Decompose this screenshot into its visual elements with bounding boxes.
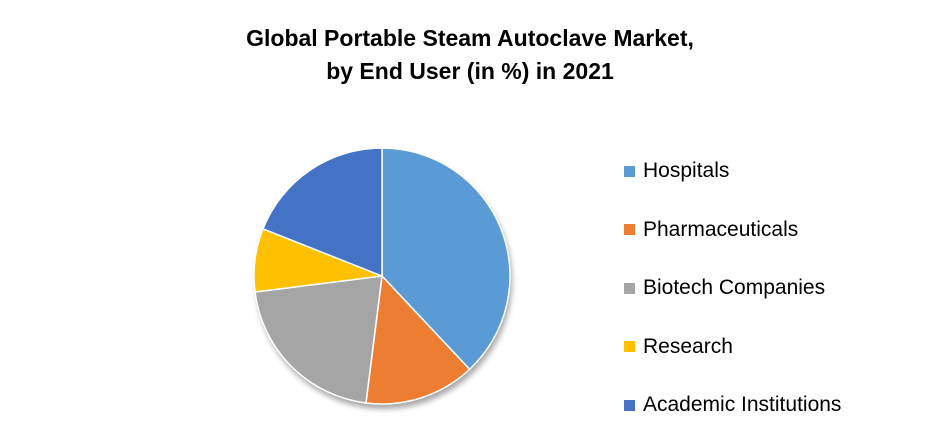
chart-title-line-1: Global Portable Steam Autoclave Market,	[246, 25, 694, 51]
legend-swatch-research	[624, 341, 635, 353]
legend-label-biotech-companies: Biotech Companies	[643, 276, 826, 300]
legend-swatch-academic-institutions	[624, 399, 635, 411]
legend-item-academic-institutions: Academic Institutions	[624, 376, 841, 435]
pie-slice-academic-institutions	[262, 147, 383, 277]
legend-swatch-biotech-companies	[624, 282, 635, 294]
legend-item-hospitals: Hospitals	[624, 142, 841, 201]
chart-legend: Hospitals Pharmaceuticals Biotech Companie…	[624, 142, 841, 435]
chart-title: Global Portable Steam Autoclave Market, …	[0, 22, 940, 88]
legend-swatch-hospitals	[624, 165, 635, 177]
legend-label-pharmaceuticals: Pharmaceuticals	[643, 217, 799, 241]
pie-slice-hospitals	[381, 147, 511, 371]
legend-swatch-pharmaceuticals	[624, 224, 635, 236]
pie-slice-pharmaceuticals	[365, 275, 471, 405]
legend-item-research: Research	[624, 318, 841, 377]
legend-label-hospitals: Hospitals	[643, 159, 730, 183]
chart-title-line-2: by End User (in %) in 2021	[326, 58, 614, 84]
legend-label-research: Research	[643, 334, 733, 358]
legend-label-academic-institutions: Academic Institutions	[643, 393, 842, 417]
pie-slice-biotech-companies	[254, 275, 383, 404]
legend-item-biotech-companies: Biotech Companies	[624, 259, 841, 318]
legend-item-pharmaceuticals: Pharmaceuticals	[624, 201, 841, 260]
